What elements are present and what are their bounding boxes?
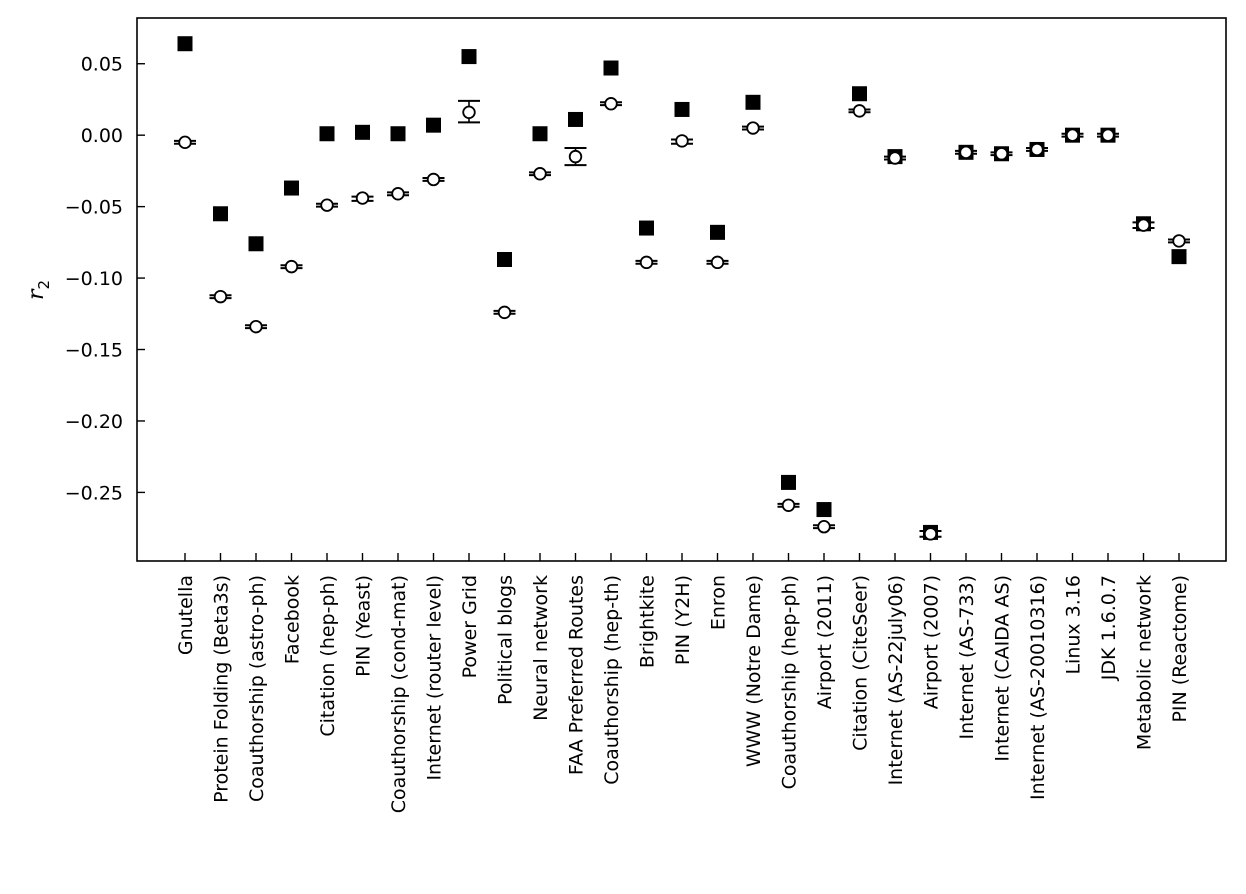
x-tick-label: PIN (Yeast) [353, 575, 375, 677]
x-tick-label: Facebook [282, 575, 304, 664]
x-tick-label: Internet (AS-22july06) [885, 575, 907, 785]
observed-point [603, 60, 619, 76]
x-tick-label: Brightkite [637, 575, 659, 668]
randomized-point [533, 167, 547, 181]
randomized-point [959, 145, 973, 160]
y-tick-label: −0.10 [65, 268, 123, 290]
y-tick-label: 0.05 [81, 54, 123, 76]
x-tick-label: Coauthorship (hep-ph) [779, 575, 801, 789]
x-tick-label: Protein Folding (Beta3s) [211, 575, 233, 803]
randomized-point [426, 172, 441, 187]
randomized-point [391, 187, 405, 201]
x-tick-label: Metabolic network [1134, 575, 1156, 750]
x-tick-label: Political blogs [495, 575, 517, 705]
randomized-point [604, 97, 618, 111]
randomized-point [249, 319, 263, 334]
randomized-point [923, 527, 938, 541]
randomized-point [213, 289, 228, 304]
observed-point [461, 49, 477, 65]
x-tick-label: Linux 3.16 [1063, 575, 1085, 675]
randomized-point [888, 151, 902, 165]
randomized-point [710, 255, 725, 270]
randomized-point [1101, 128, 1115, 142]
observed-point [1171, 249, 1187, 265]
observed-point [710, 224, 725, 240]
observed-point [497, 251, 512, 267]
y-axis-title: r2 [24, 280, 53, 300]
x-tick-label: FAA Preferred Routes [566, 575, 588, 775]
x-tick-label: Citation (hep-ph) [317, 575, 339, 737]
randomized-point [639, 255, 654, 270]
x-tick-label: Coauthorship (astro-ph) [246, 575, 268, 802]
observed-point [390, 126, 406, 142]
x-tick-label: PIN (Reactome) [1169, 575, 1191, 723]
randomized-point [462, 105, 476, 120]
x-tick-label: Citation (CiteSeer) [850, 575, 872, 751]
x-tick-label: Airport (2007) [921, 575, 943, 709]
randomized-point [1136, 218, 1151, 232]
observed-point [852, 86, 867, 102]
x-tick-label: Neural network [530, 575, 552, 721]
randomized-point [355, 191, 370, 205]
randomized-point [568, 149, 583, 164]
randomized-point [497, 305, 512, 320]
y-tick-label: 0.00 [81, 125, 123, 147]
observed-point [781, 474, 796, 490]
observed-point [355, 124, 370, 140]
x-tick-label: JDK 1.6.0.7 [1098, 575, 1120, 681]
observed-point [426, 117, 441, 133]
x-tick-label: Internet (router level) [424, 575, 446, 781]
observed-point [816, 502, 832, 518]
randomized-point [781, 498, 796, 512]
randomized-point [320, 198, 334, 212]
observed-point [532, 126, 548, 142]
x-tick-label: Power Grid [459, 575, 481, 678]
x-tick-label: Internet (AS-20010316) [1027, 575, 1049, 800]
plot-frame [136, 17, 1227, 562]
x-tick-label: Gnutella [175, 575, 197, 655]
observed-point [319, 126, 335, 142]
x-tick-label: Coauthorship (cond-mat) [388, 575, 410, 813]
randomized-point [746, 121, 760, 135]
randomized-point [1172, 234, 1186, 248]
randomized-point [675, 134, 689, 148]
observed-point [213, 206, 228, 222]
x-tick-label: Enron [708, 575, 730, 630]
x-tick-label: Airport (2011) [814, 575, 836, 709]
y-tick-label: −0.25 [65, 482, 123, 504]
randomized-point [817, 520, 831, 534]
randomized-point [1030, 142, 1044, 157]
randomized-point [178, 135, 192, 150]
randomized-point [994, 147, 1009, 161]
observed-point [248, 236, 264, 252]
observed-point [568, 111, 583, 127]
randomized-point [852, 104, 867, 118]
observed-point [284, 180, 299, 196]
x-tick-label: Internet (AS-733) [956, 575, 978, 740]
randomized-point [1065, 128, 1080, 142]
plot-area: 0.05 0.00 −0.05 −0.10 −0.15 −0.20 −0.25 Gnutell… [65, 17, 1227, 813]
x-tick-label: PIN (Y2H) [672, 575, 694, 665]
x-tick-label: Internet (CAIDA AS) [992, 575, 1014, 762]
x-tick-label: Coauthorship (hep-th) [601, 575, 623, 785]
observed-point [745, 94, 761, 110]
y-tick-label: −0.15 [65, 340, 123, 362]
x-tick-label: WWW (Notre Dame) [743, 575, 765, 767]
observed-point [177, 36, 193, 52]
observed-point [674, 101, 690, 117]
observed-point [639, 220, 654, 236]
y-tick-label: −0.05 [65, 197, 123, 219]
randomized-point [284, 259, 299, 274]
y-tick-label: −0.20 [65, 411, 123, 433]
